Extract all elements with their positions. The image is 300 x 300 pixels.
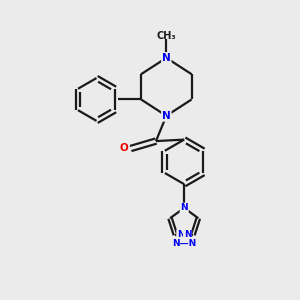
Text: N: N [184, 230, 191, 239]
Text: N: N [180, 203, 188, 212]
Text: N: N [162, 111, 171, 121]
Text: O: O [120, 143, 128, 153]
Text: N—N: N—N [172, 239, 196, 248]
Text: CH₃: CH₃ [157, 31, 176, 40]
Text: N: N [177, 230, 184, 239]
Text: N: N [162, 53, 171, 63]
